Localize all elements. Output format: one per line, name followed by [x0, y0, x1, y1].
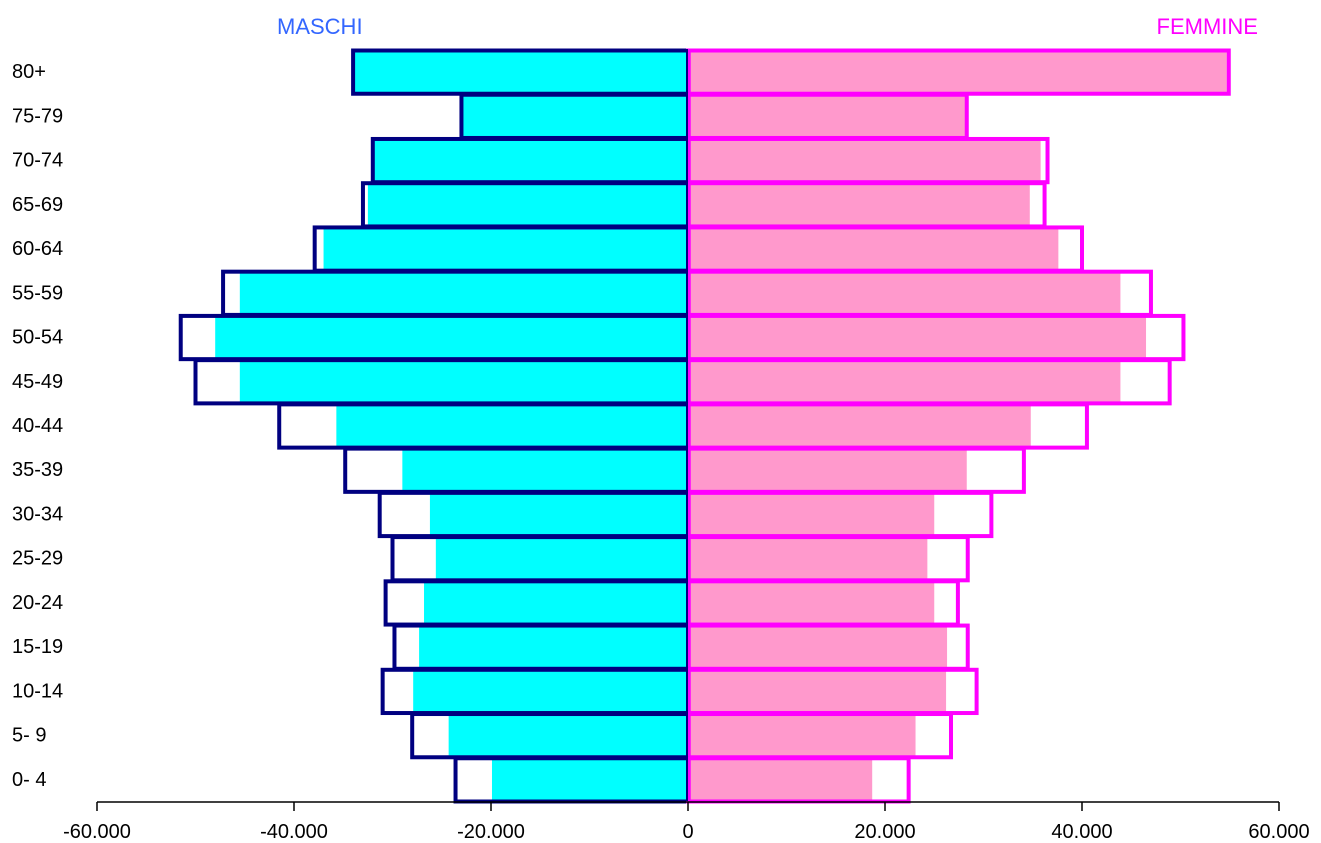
y-tick-label: 0- 4	[12, 769, 46, 791]
bar-female-4549	[688, 359, 1121, 403]
bar-male-1519	[419, 625, 688, 669]
bar-female-3539	[688, 448, 967, 492]
bar-male-4044	[336, 403, 688, 448]
bar-male-04	[491, 757, 688, 801]
x-tick-label: 40.000	[1051, 821, 1112, 843]
bar-male-5054	[215, 315, 688, 359]
bar-female-5559	[688, 271, 1121, 315]
bar-male-7579	[461, 94, 688, 138]
bar-female-6064	[688, 226, 1059, 271]
bars-layer	[178, 48, 1231, 804]
bar-female-2024	[688, 580, 935, 625]
bar-female-04	[688, 757, 873, 801]
bar-female-1014	[688, 669, 947, 713]
y-tick-label: 40-44	[12, 415, 63, 437]
y-tick-label: 5- 9	[12, 725, 46, 747]
bar-female-7074	[688, 138, 1041, 182]
bar-male-3034	[429, 492, 688, 536]
bar-male-1014	[413, 669, 688, 713]
y-tick-label: 20-24	[12, 592, 63, 614]
bar-female-80+	[688, 50, 1227, 94]
y-tick-label: 10-14	[12, 680, 63, 702]
bar-female-7579	[688, 94, 967, 138]
bar-male-4549	[239, 359, 688, 403]
bar-female-4044	[688, 403, 1031, 448]
bar-male-2024	[424, 580, 688, 625]
x-tick-label: 0	[682, 821, 693, 843]
y-tick-label: 45-49	[12, 371, 63, 393]
bar-female-6569	[688, 182, 1030, 226]
y-tick-label: 15-19	[12, 636, 63, 658]
bar-female-3034	[688, 492, 935, 536]
x-tick-label: -60.000	[63, 821, 131, 843]
male-series-title: MASCHI	[277, 14, 363, 39]
y-tick-label: 60-64	[12, 238, 63, 260]
bar-male-7074	[372, 138, 688, 182]
female-series-title: FEMMINE	[1157, 14, 1258, 39]
x-tick-label: -20.000	[457, 821, 525, 843]
y-tick-label: 25-29	[12, 548, 63, 570]
bar-male-3539	[402, 448, 688, 492]
bar-male-6569	[367, 182, 688, 226]
labels-layer: 80+ 75-79 70-74 65-69 60-64 55-59 50-54 45-49 40…	[12, 61, 1310, 843]
bar-male-6064	[323, 226, 688, 271]
y-tick-label: 75-79	[12, 105, 63, 127]
y-tick-label: 65-69	[12, 194, 63, 216]
y-tick-label: 70-74	[12, 150, 63, 172]
bar-female-1519	[688, 625, 948, 669]
x-tick-label: 60.000	[1248, 821, 1309, 843]
axis-layer	[96, 49, 1280, 811]
bar-male-59	[448, 713, 688, 757]
y-tick-label: 80+	[12, 61, 46, 83]
bar-male-80+	[353, 50, 688, 94]
y-tick-label: 35-39	[12, 459, 63, 481]
x-tick-label: 20.000	[854, 821, 915, 843]
bar-female-2529	[688, 536, 928, 580]
x-tick-label: -40.000	[260, 821, 328, 843]
bar-female-59	[688, 713, 916, 757]
y-tick-label: 30-34	[12, 503, 63, 525]
y-tick-label: 55-59	[12, 282, 63, 304]
y-tick-label: 50-54	[12, 327, 63, 349]
bar-male-2529	[435, 536, 688, 580]
bar-male-5559	[239, 271, 688, 315]
bar-female-5054	[688, 315, 1147, 359]
